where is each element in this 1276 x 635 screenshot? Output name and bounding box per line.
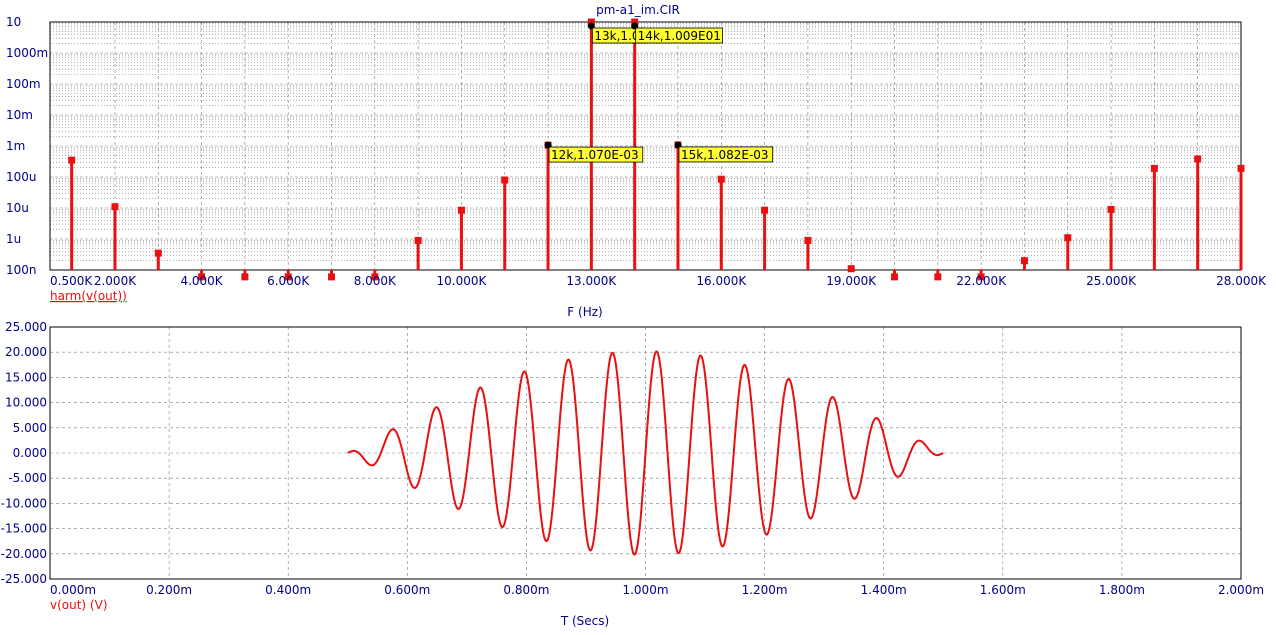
spectrum-x-tick-label: 8.000K bbox=[354, 274, 397, 288]
waveform-line bbox=[347, 350, 944, 556]
waveform-x-tick-label: 0.800m bbox=[503, 583, 549, 597]
waveform-plot-frame bbox=[49, 326, 1242, 580]
spectrum-bar-marker bbox=[631, 18, 639, 26]
spectrum-bar-marker bbox=[891, 273, 899, 281]
waveform-grid bbox=[50, 327, 1241, 579]
spectrum-bar-marker bbox=[1064, 234, 1072, 242]
spectrum-bar-marker bbox=[717, 175, 725, 183]
spectrum-bar-marker bbox=[241, 273, 249, 281]
spectrum-bar-marker bbox=[284, 273, 292, 281]
spectrum-bar-marker bbox=[1237, 164, 1245, 172]
spectrum-bar-marker bbox=[977, 273, 985, 281]
spectrum-x-tick-label: 4.000K bbox=[180, 274, 223, 288]
waveform-y-tick-label: 0.000 bbox=[13, 446, 47, 460]
spectrum-x-tick-label: 0.500K bbox=[50, 274, 93, 288]
waveform-y-tick-label: 15.000 bbox=[5, 370, 47, 384]
spectrum-bar-marker bbox=[1020, 257, 1028, 265]
spectrum-y-tick-label: 1u bbox=[6, 232, 21, 246]
spectrum-y-tick-label: 100u bbox=[6, 170, 37, 184]
spectrum-plot-frame bbox=[49, 21, 1242, 271]
spectrum-series-label: harm(v(out)) bbox=[50, 289, 127, 303]
waveform-x-tick-label: 0.200m bbox=[146, 583, 192, 597]
spectrum-x-tick-label: 25.000K bbox=[1086, 274, 1137, 288]
spectrum-y-tick-label: 1m bbox=[6, 139, 25, 153]
spectrum-bar-marker bbox=[804, 236, 812, 244]
annotation-label: 12k,1.070E-03 bbox=[551, 148, 639, 162]
spectrum-x-tick-label: 28.000K bbox=[1216, 274, 1267, 288]
waveform-y-tick-label: -25.000 bbox=[1, 572, 47, 586]
waveform-x-tick-label: 0.400m bbox=[265, 583, 311, 597]
waveform-y-tick-label: 25.000 bbox=[5, 320, 47, 334]
spectrum-bar-marker bbox=[414, 236, 422, 244]
spectrum-x-tick-label: 16.000K bbox=[696, 274, 747, 288]
spectrum-y-tick-label: 100n bbox=[6, 263, 37, 277]
waveform-x-tick-label: 1.400m bbox=[861, 583, 907, 597]
spectrum-x-tick-label: 13.000K bbox=[566, 274, 617, 288]
waveform-x-tick-label: 1.200m bbox=[742, 583, 788, 597]
spectrum-y-tick-label: 1000m bbox=[6, 46, 48, 60]
spectrum-bar-marker bbox=[934, 273, 942, 281]
waveform-y-tick-label: 20.000 bbox=[5, 345, 47, 359]
waveform-y-tick-label: 5.000 bbox=[13, 421, 47, 435]
annotation-label: 13k,1.0 bbox=[594, 29, 639, 43]
spectrum-bar-marker bbox=[371, 273, 379, 281]
spectrum-x-ticks: 0.500K 2.000K 4.000K 6.000K 8.000K 10.000K 13.… bbox=[50, 274, 1267, 288]
spectrum-bar-marker bbox=[1150, 164, 1158, 172]
spectrum-grid bbox=[50, 22, 1241, 271]
waveform-x-tick-label: 1.600m bbox=[980, 583, 1026, 597]
spectrum-x-tick-label: 22.000K bbox=[956, 274, 1007, 288]
chart-title: pm-a1_im.CIR bbox=[596, 3, 680, 17]
waveform-x-tick-label: 0.600m bbox=[384, 583, 430, 597]
annotation-box bbox=[678, 146, 774, 163]
waveform-y-tick-label: -5.000 bbox=[8, 471, 47, 485]
waveform-y-tick-label: 10.000 bbox=[5, 396, 47, 410]
spectrum-bar-marker bbox=[847, 265, 855, 273]
annotation-label: 14k,1.009E01 bbox=[638, 29, 721, 43]
spectrum-bar-marker bbox=[328, 273, 336, 281]
waveform-x-tick-label: 0.000m bbox=[50, 583, 96, 597]
spectrum-bar-marker bbox=[501, 176, 509, 184]
spectrum-y-ticks: 10 1000m 100m 10m 1m 100u 10u 1u 100n bbox=[6, 15, 48, 277]
spectrum-bar-marker bbox=[457, 206, 465, 214]
waveform-y-tick-label: -20.000 bbox=[1, 547, 47, 561]
annotation-box bbox=[548, 146, 644, 163]
spectrum-x-tick-label: 10.000K bbox=[437, 274, 488, 288]
annotation-box bbox=[635, 27, 723, 44]
spectrum-y-tick-label: 100m bbox=[6, 77, 41, 91]
annotation-label: 15k,1.082E-03 bbox=[681, 148, 769, 162]
waveform-x-tick-label: 1.800m bbox=[1099, 583, 1145, 597]
spectrum-x-axis-label: F (Hz) bbox=[567, 305, 602, 319]
waveform-y-tick-label: -10.000 bbox=[1, 496, 47, 510]
spectrum-bar-marker bbox=[761, 206, 769, 214]
spectrum-y-tick-label: 10u bbox=[6, 201, 29, 215]
spectrum-x-tick-label: 6.000K bbox=[267, 274, 310, 288]
waveform-x-axis-label: T (Secs) bbox=[560, 614, 609, 628]
waveform-y-ticks: 25.000 20.000 15.000 10.000 5.000 0.000 -5.000… bbox=[1, 320, 47, 586]
spectrum-bar-marker bbox=[198, 273, 206, 281]
waveform-x-tick-label: 2.000m bbox=[1218, 583, 1264, 597]
spectrum-x-tick-label: 19.000K bbox=[826, 274, 877, 288]
waveform-y-tick-label: -15.000 bbox=[1, 522, 47, 536]
waveform-series-label: v(out) (V) bbox=[50, 598, 108, 612]
spectrum-bar-marker bbox=[68, 156, 76, 164]
spectrum-bars bbox=[68, 18, 1245, 281]
spectrum-bar-marker bbox=[1107, 205, 1115, 213]
spectrum-bar-marker bbox=[111, 203, 119, 211]
waveform-x-ticks: 0.000m 0.200m 0.400m 0.600m 0.800m 1.000m 1.20… bbox=[50, 583, 1264, 597]
spectrum-y-tick-label: 10 bbox=[6, 15, 21, 29]
spectrum-x-tick-label: 2.000K bbox=[94, 274, 137, 288]
spectrum-bar-marker bbox=[587, 18, 595, 26]
spectrum-y-tick-label: 10m bbox=[6, 108, 33, 122]
waveform-x-tick-label: 1.000m bbox=[622, 583, 668, 597]
spectrum-bar-marker bbox=[154, 249, 162, 257]
spectrum-bar-marker bbox=[1194, 155, 1202, 163]
